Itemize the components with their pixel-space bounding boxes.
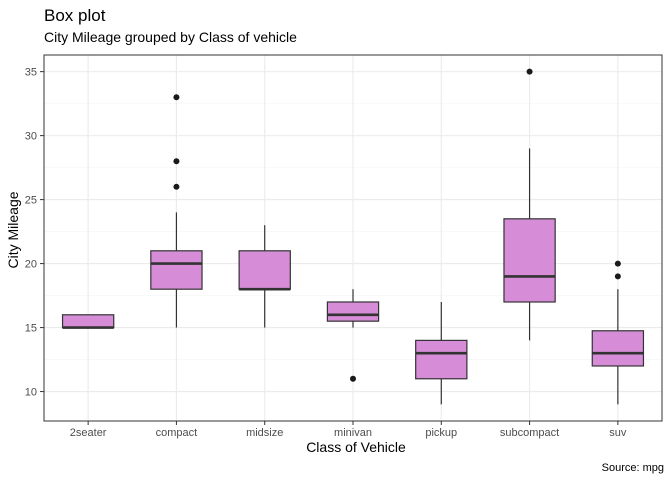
box-iqr [415, 339, 468, 380]
box-group-minivan [326, 289, 380, 382]
box-group-suv [591, 260, 645, 405]
y-tick-label: 15 [25, 323, 37, 335]
y-tick-label: 25 [25, 195, 37, 207]
box-iqr [238, 250, 291, 290]
y-tick-label: 20 [25, 259, 37, 271]
boxes-layer [61, 68, 645, 405]
axes-layer: 10 15 20 25 30 35 2seater compact midsize minivan… [25, 67, 627, 439]
box-iqr [61, 314, 115, 329]
x-tick-label: minivan [334, 427, 372, 439]
box-group-2seater [61, 314, 115, 329]
outlier-point [614, 273, 621, 280]
grid-lines [44, 55, 662, 421]
outlier-point [173, 158, 180, 165]
x-axis-title: Class of Vehicle [306, 439, 406, 455]
x-tick-label: subcompact [500, 427, 559, 439]
outlier-point [173, 183, 180, 190]
x-tick-label: 2seater [70, 427, 107, 439]
y-axis-title: City Mileage [5, 191, 21, 268]
outlier-point [526, 68, 533, 75]
chart-title: Box plot [44, 6, 106, 25]
y-tick-label: 35 [25, 67, 37, 79]
outlier-point [173, 94, 180, 101]
y-tick-label: 10 [25, 387, 37, 399]
x-tick-label: compact [156, 427, 198, 439]
box-iqr [591, 330, 645, 367]
box-iqr [503, 218, 556, 303]
x-tick-label: suv [609, 427, 627, 439]
chart-caption: Source: mpg [602, 462, 664, 474]
outlier-point [350, 375, 356, 382]
box-iqr [326, 301, 380, 322]
y-tick-label: 30 [25, 131, 37, 143]
box-group-pickup [415, 301, 468, 405]
box-group-midsize [238, 225, 291, 328]
box-group-subcompact [503, 68, 556, 341]
x-tick-label: pickup [425, 427, 457, 439]
outlier-point [614, 260, 621, 267]
chart-subtitle: City Mileage grouped by Class of vehicle [44, 29, 297, 45]
x-tick-label: midsize [246, 427, 283, 439]
box-group-compact [150, 94, 203, 328]
box-iqr [150, 250, 203, 290]
